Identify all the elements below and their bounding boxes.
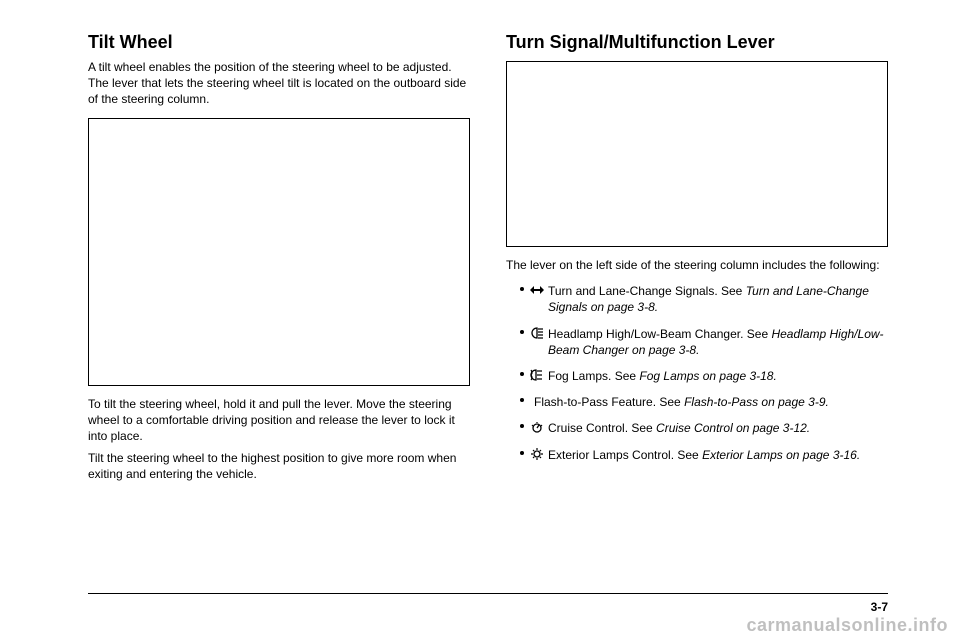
list-item: Headlamp High/Low-Beam Changer. See Head… <box>506 326 888 358</box>
item-text: Flash-to-Pass Feature. See Flash-to-Pass… <box>534 395 829 409</box>
list-item: Turn and Lane-Change Signals. See Turn a… <box>506 283 888 315</box>
right-intro: The lever on the left side of the steeri… <box>506 257 888 273</box>
right-column: Turn Signal/Multifunction Lever The leve… <box>506 32 888 566</box>
fog-icon <box>530 368 544 382</box>
left-p2: To tilt the steering wheel, hold it and … <box>88 396 470 445</box>
left-heading: Tilt Wheel <box>88 32 470 53</box>
cruise-icon <box>530 420 544 434</box>
bullet-icon <box>520 424 524 428</box>
page-number: 3-7 <box>871 600 888 614</box>
lamps-icon <box>530 447 544 461</box>
list-item: Fog Lamps. See Fog Lamps on page 3-18. <box>506 368 888 384</box>
list-item: Flash-to-Pass Feature. See Flash-to-Pass… <box>506 394 888 410</box>
list-item: Cruise Control. See Cruise Control on pa… <box>506 420 888 436</box>
turn-signal-icon <box>530 283 544 297</box>
list-item: Exterior Lamps Control. See Exterior Lam… <box>506 447 888 463</box>
right-heading: Turn Signal/Multifunction Lever <box>506 32 888 53</box>
item-text: Fog Lamps. See Fog Lamps on page 3-18. <box>548 369 777 383</box>
watermark: carmanualsonline.info <box>746 615 948 636</box>
lever-figure <box>506 61 888 247</box>
left-column: Tilt Wheel A tilt wheel enables the posi… <box>88 32 470 566</box>
bullet-icon <box>520 330 524 334</box>
item-text: Cruise Control. See Cruise Control on pa… <box>548 421 810 435</box>
left-p3: Tilt the steering wheel to the highest p… <box>88 450 470 482</box>
bullet-icon <box>520 451 524 455</box>
headlamp-icon <box>530 326 544 340</box>
bullet-icon <box>520 398 524 402</box>
page-content: Tilt Wheel A tilt wheel enables the posi… <box>0 0 960 590</box>
tilt-wheel-figure <box>88 118 470 386</box>
item-text: Exterior Lamps Control. See Exterior Lam… <box>548 448 860 462</box>
feature-list: Turn and Lane-Change Signals. See Turn a… <box>506 283 888 473</box>
footer-rule <box>88 593 888 594</box>
item-text: Headlamp High/Low-Beam Changer. See Head… <box>548 327 884 357</box>
item-text: Turn and Lane-Change Signals. See Turn a… <box>548 284 869 314</box>
left-p1: A tilt wheel enables the position of the… <box>88 59 470 108</box>
bullet-icon <box>520 372 524 376</box>
bullet-icon <box>520 287 524 291</box>
